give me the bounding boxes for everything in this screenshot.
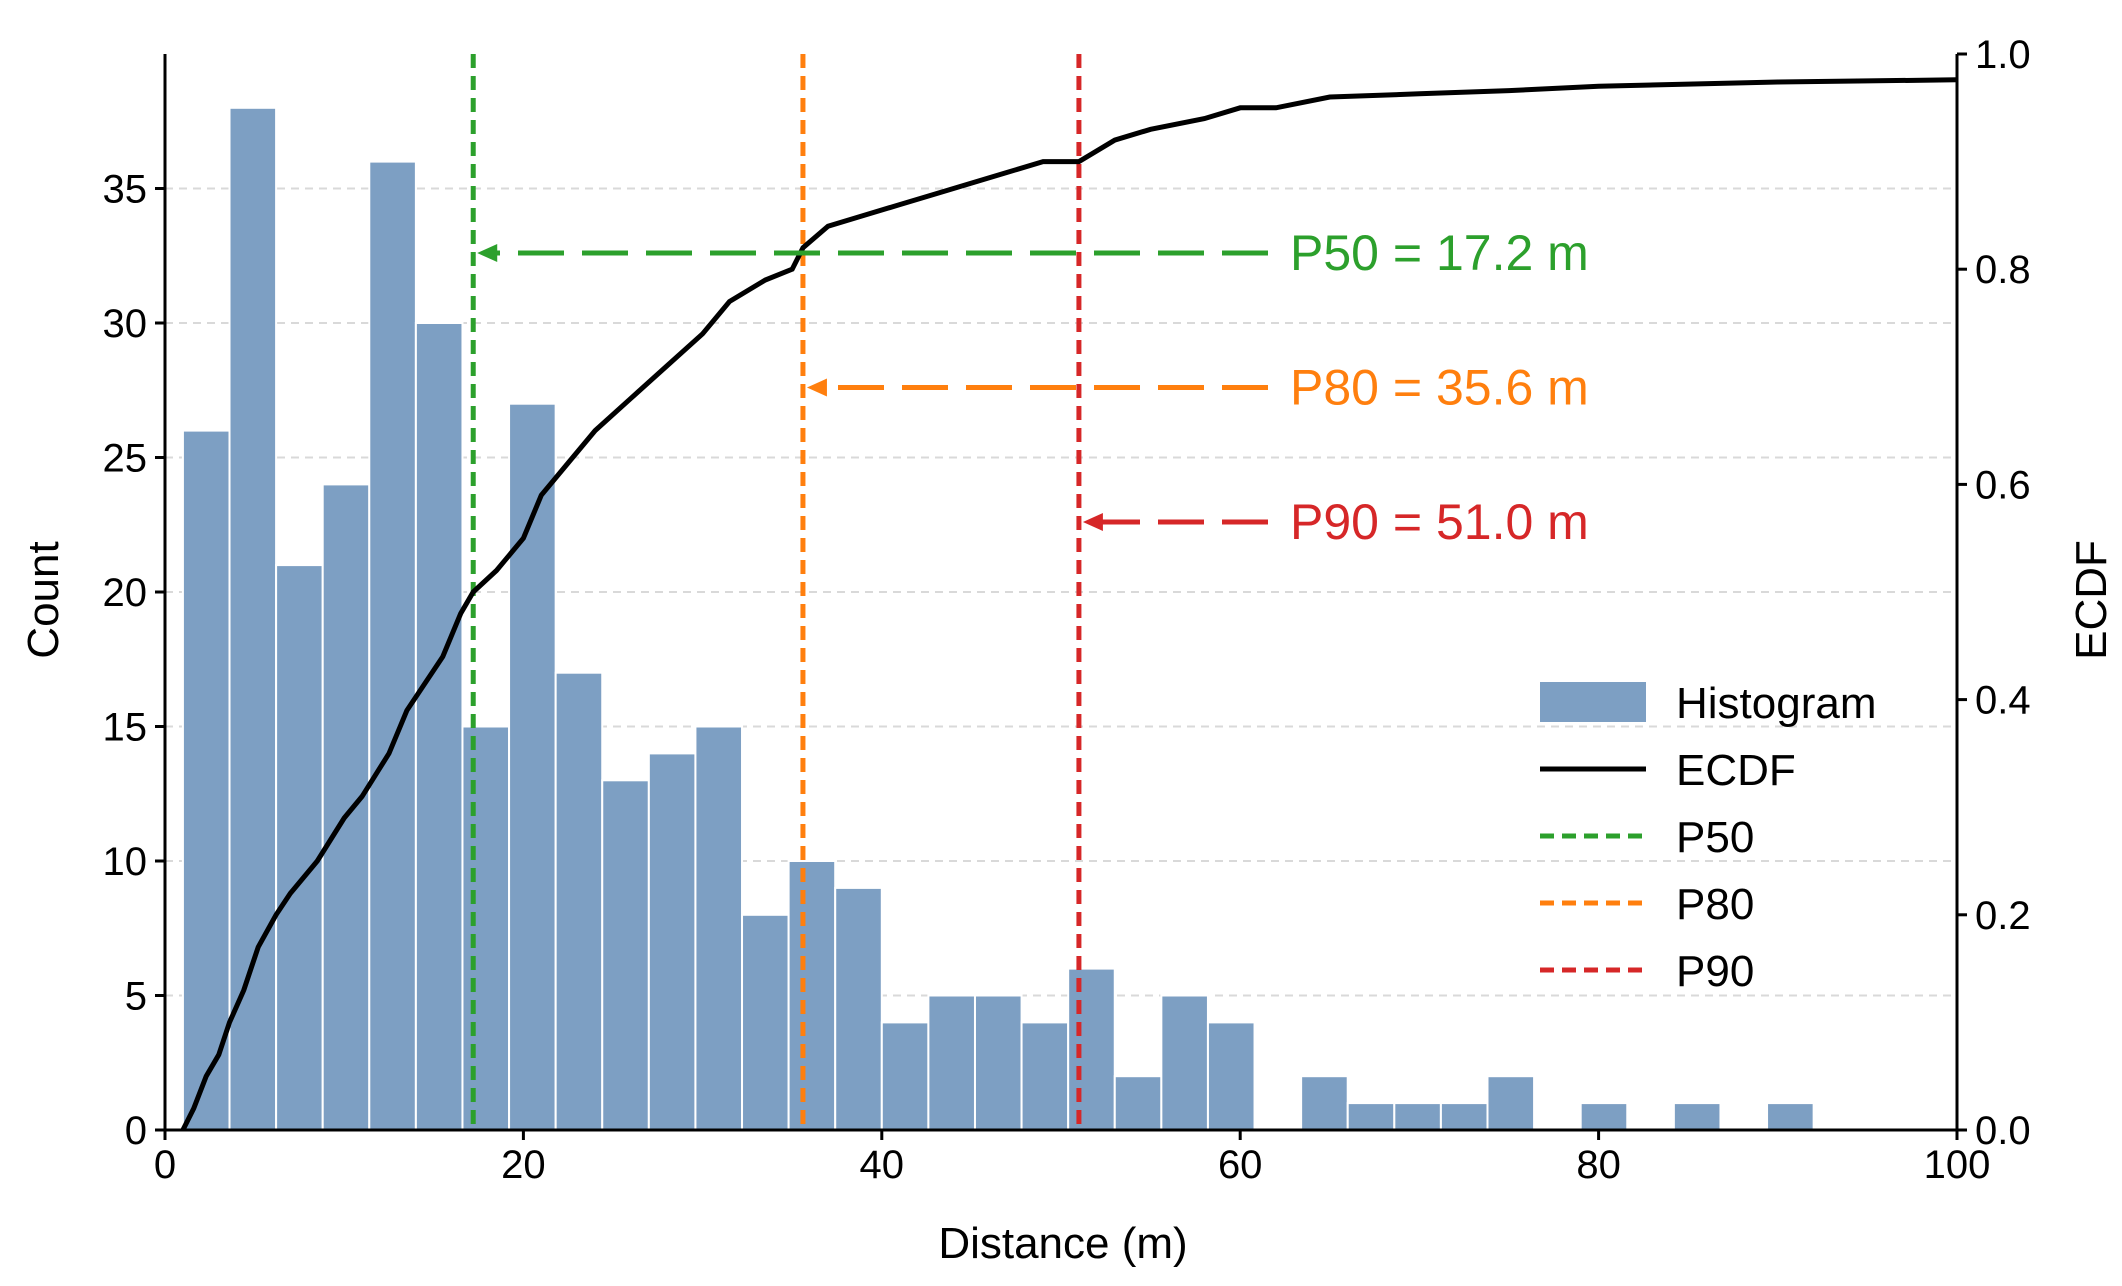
histogram-bar [880,1021,930,1132]
legend-label: P90 [1676,947,1754,996]
arrow-head-icon [1082,513,1103,532]
histogram-bar [1486,1075,1536,1131]
x-tick-label: 0 [154,1143,176,1187]
histogram-bar [368,160,417,1132]
histogram-bar [1672,1102,1722,1131]
y-left-tick-label: 20 [103,571,148,615]
histogram-bar [1300,1075,1349,1131]
histogram-bar [1439,1102,1489,1131]
y-right-tick-label: 0.0 [1975,1109,2031,1153]
histogram-bars [181,106,1815,1132]
y-right-tick-label: 0.6 [1975,463,2031,507]
histogram-bar [741,913,790,1131]
histogram-bar [1579,1102,1629,1131]
arrow-head-icon [477,244,498,263]
x-tick-label: 100 [1924,1143,1991,1187]
histogram-bar [554,671,604,1131]
legend-label: P80 [1676,880,1754,929]
histogram-bar [694,725,744,1131]
y-left-tick-label: 35 [103,168,148,212]
x-axis-title: Distance (m) [938,1219,1187,1268]
histogram-bar [1206,1021,1256,1132]
histogram-bar [1346,1102,1396,1131]
legend: Histogram ECDF P50 P80 P90 [1540,679,1877,996]
y-left-tick-label: 30 [103,302,148,346]
histogram-bar [1067,967,1116,1131]
histogram-bar [508,402,557,1131]
histogram-bar [973,994,1023,1131]
ecdf-line [180,77,1958,1132]
histogram-bar [834,886,883,1132]
y-right-tick-label: 0.2 [1975,894,2031,938]
y-left-tick-label: 25 [103,437,148,481]
histogram-bar [787,860,837,1131]
arrow-head-icon [806,378,827,397]
y-left-tick-label: 15 [103,706,148,750]
y-left-tick-label: 0 [125,1109,147,1153]
histogram-bar [228,106,278,1132]
y-right-tick-label: 0.4 [1975,679,2031,723]
tick-labels: 0 20 40 60 80 100 0 5 10 15 20 25 30 35 0.0 0.2 0.4 0.6 0.… [103,33,2031,1187]
histogram-bar [1113,1075,1163,1131]
y-axis-left-title: Count [19,541,68,658]
x-tick-label: 20 [501,1143,546,1187]
legend-label: Histogram [1676,679,1877,728]
histogram-bar [1020,1021,1070,1132]
annotation-label-p90: P90 = 51.0 m [1290,494,1589,550]
legend-swatch-histogram [1540,682,1646,722]
y-left-tick-label: 10 [103,840,148,884]
histogram-bar [647,752,697,1132]
y-left-tick-label: 5 [125,975,147,1019]
percentile-annotations: P50 = 17.2 m P80 = 35.6 m P90 = 51.0 m [477,225,1589,550]
annotation-label-p50: P50 = 17.2 m [1290,225,1589,281]
y-right-tick-label: 1.0 [1975,33,2031,77]
x-tick-label: 60 [1218,1143,1263,1187]
x-tick-label: 40 [860,1143,905,1187]
x-tick-label: 80 [1576,1143,1621,1187]
y-axis-right-title: ECDF [2067,540,2116,660]
histogram-bar [275,564,324,1131]
histogram-bar [181,429,231,1132]
histogram-bar [927,994,976,1131]
histogram-bar [1766,1102,1815,1131]
y-right-tick-label: 0.8 [1975,248,2031,292]
histogram-bar [414,322,464,1131]
legend-label: P50 [1676,813,1754,862]
histogram-bar [1393,1102,1442,1131]
histogram-bar [601,779,650,1131]
legend-label: ECDF [1676,746,1796,795]
histogram-bar [461,725,511,1131]
histogram-bar [321,483,371,1131]
histogram-bar [1160,994,1209,1131]
annotation-label-p80: P80 = 35.6 m [1290,360,1589,416]
